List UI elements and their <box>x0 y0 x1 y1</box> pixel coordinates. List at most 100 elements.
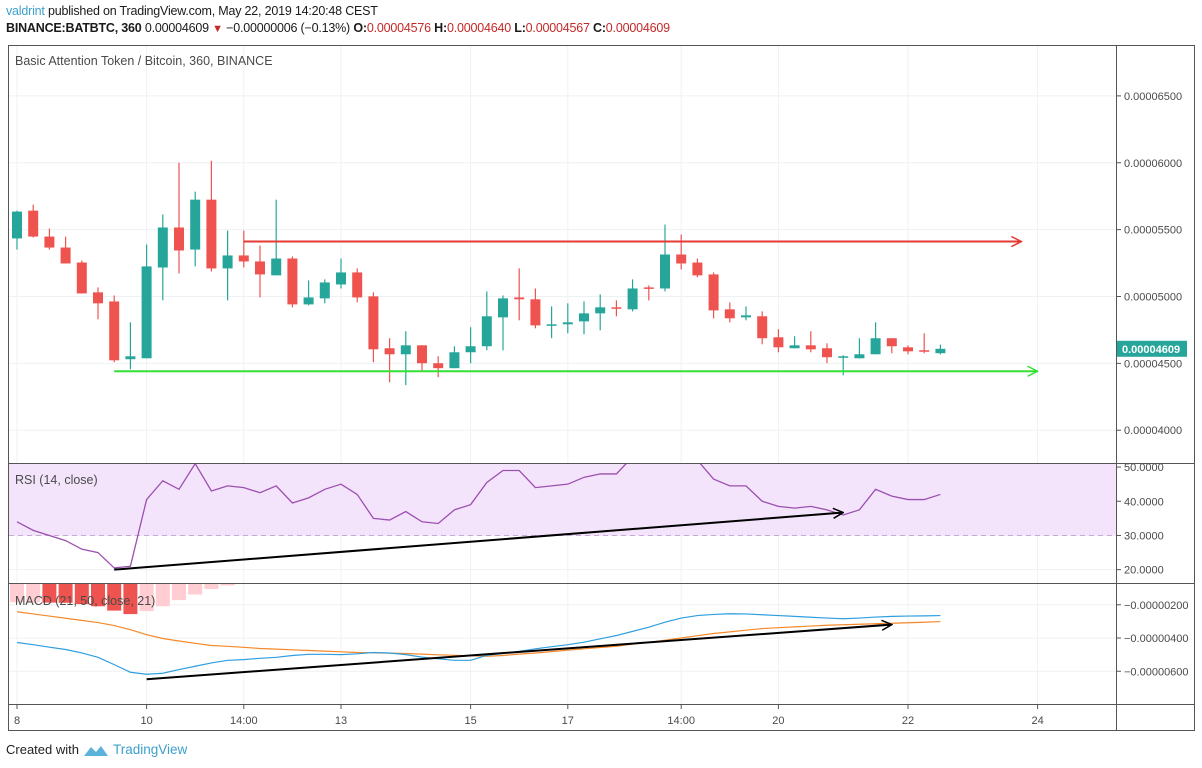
candle-body <box>660 254 670 289</box>
macd-histogram-bar <box>172 584 186 601</box>
rsi-pane[interactable] <box>9 433 1116 571</box>
macd-histogram-bar <box>739 555 753 571</box>
candle-up <box>12 210 22 250</box>
candle-down <box>417 345 427 372</box>
candle-body <box>789 345 800 349</box>
axes: 8 10 14:00 13 15 17 14:00 20 22 24 0.00006500 0.000… <box>14 91 1189 727</box>
macd-histogram-bar <box>933 566 947 572</box>
candle-down <box>44 228 55 250</box>
candle-up <box>838 355 849 376</box>
candle-body <box>514 297 525 300</box>
price-tick-label: 30.0000 <box>1124 530 1164 542</box>
candle-body <box>611 307 622 309</box>
candle-down <box>530 288 541 329</box>
macd-histogram-bar <box>188 584 203 595</box>
tradingview-link[interactable]: TradingView <box>112 742 188 757</box>
candle-down <box>708 272 719 319</box>
macd-histogram-bar <box>253 572 267 582</box>
price-tick-label: 50.0000 <box>1124 462 1164 474</box>
candle-body <box>595 307 606 314</box>
candle-up <box>481 291 492 351</box>
candle-body <box>157 227 168 268</box>
candle-body <box>562 322 573 325</box>
candle-up <box>157 214 168 301</box>
macd-histogram-bar <box>917 565 931 571</box>
macd-histogram-bar <box>885 565 899 572</box>
candle-body <box>319 282 330 299</box>
candle-up <box>498 295 508 351</box>
time-tick-label: 14:00 <box>667 715 695 727</box>
open-label: O: <box>353 21 367 35</box>
triangle-down-icon: ▼ <box>212 23 223 35</box>
price-tick-label: 0.00006000 <box>1124 158 1182 170</box>
macd-histogram-bar <box>285 572 299 578</box>
macd-trendline <box>146 625 892 681</box>
candle-body <box>838 356 849 358</box>
macd-histogram-bar <box>302 572 316 576</box>
candle-body <box>93 292 103 304</box>
macd-histogram-bar <box>658 554 672 572</box>
candle-body <box>174 227 184 251</box>
low-label: L: <box>514 21 526 35</box>
time-tick-label: 13 <box>335 715 347 727</box>
macd-histogram-bar <box>480 571 494 572</box>
candle-down <box>287 256 298 308</box>
price-tick-label: 0.00004000 <box>1124 425 1182 437</box>
close-value: 0.00004609 <box>605 21 670 35</box>
candle-body <box>870 338 881 355</box>
macd-histogram-bar <box>10 584 24 603</box>
candle-down <box>76 260 87 294</box>
candle-down <box>611 300 622 317</box>
tradingview-logo-icon <box>83 745 108 756</box>
candle-down <box>643 285 654 301</box>
candle-body <box>854 354 865 359</box>
candle-body <box>28 210 39 237</box>
time-tick-label: 10 <box>140 715 152 727</box>
candle-down <box>352 268 363 303</box>
macd-histogram-bar <box>123 584 138 615</box>
time-tick-label: 15 <box>464 715 476 727</box>
candle-down <box>822 343 832 364</box>
author-link[interactable]: valdrint <box>6 4 45 18</box>
candle-up <box>854 338 865 359</box>
macd-histogram-bar <box>58 584 73 603</box>
candle-down <box>255 245 265 298</box>
candle-down <box>805 331 816 353</box>
candle-body <box>60 247 71 264</box>
candle-body <box>530 299 541 326</box>
candle-body <box>384 348 395 355</box>
rsi-trendline <box>114 513 843 571</box>
open-value: 0.00004576 <box>366 21 431 35</box>
candle-down <box>238 230 249 268</box>
candle-body <box>190 199 201 250</box>
candle-body <box>336 272 346 285</box>
price-pane[interactable] <box>12 160 1038 386</box>
price-tick-label: −0.00000400 <box>1124 633 1189 645</box>
candle-down <box>724 302 735 323</box>
macd-histogram-bar <box>155 584 170 607</box>
candle-up <box>400 331 411 386</box>
candle-down <box>692 258 703 278</box>
candle-up <box>789 336 800 349</box>
candle-body <box>627 288 638 310</box>
candle-body <box>109 301 120 361</box>
candle-up <box>741 306 751 321</box>
candle-up <box>319 279 330 304</box>
price-tick-label: 20.0000 <box>1124 565 1164 577</box>
candle-body <box>935 348 946 354</box>
macd-pane[interactable] <box>10 551 947 681</box>
macd-histogram-bar <box>869 565 883 572</box>
candle-body <box>822 348 832 358</box>
candle-down <box>28 204 39 238</box>
candle-body <box>12 211 22 239</box>
candle-body <box>271 258 282 276</box>
macd-histogram-bar <box>74 584 89 605</box>
rsi-line <box>16 464 941 569</box>
high-value: 0.00004640 <box>446 21 511 35</box>
publish-info: valdrint published on TradingView.com, M… <box>6 4 378 18</box>
candle-body <box>724 309 735 319</box>
macd-histogram-bar <box>26 584 41 603</box>
candle-body <box>125 356 136 360</box>
candle-body <box>141 266 152 359</box>
